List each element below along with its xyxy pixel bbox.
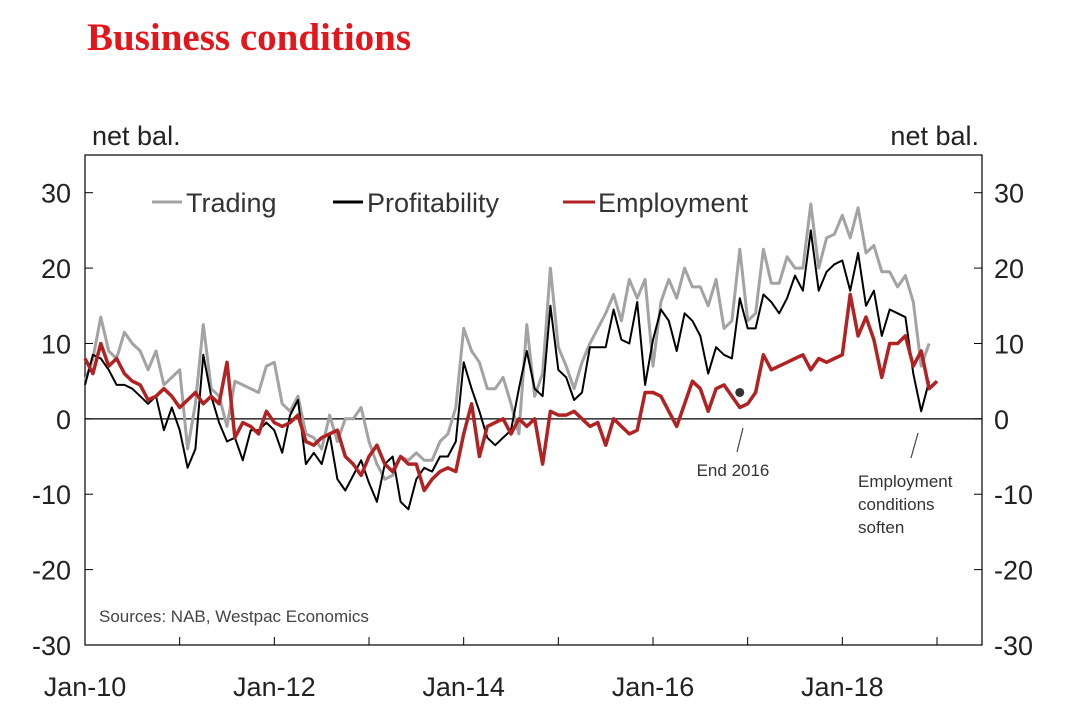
x-tick-label: Jan-12 <box>233 672 316 702</box>
end-2016-leader <box>736 427 744 453</box>
annotation-employment-soften-line: soften <box>858 518 904 537</box>
source-note: Sources: NAB, Westpac Economics <box>99 607 369 626</box>
right-axis-unit-label: net bal. <box>890 121 979 151</box>
y-tick-label-left: -10 <box>32 480 71 510</box>
y-tick-label-left: 30 <box>41 179 71 209</box>
series-line-profitability <box>84 229 931 511</box>
y-tick-label-left: 20 <box>41 254 71 284</box>
legend-entry-trading: Trading <box>152 188 277 218</box>
annotation-end-2016: End 2016 <box>697 461 770 480</box>
legend-label-employment: Employment <box>598 188 749 218</box>
y-tick-label-left: 0 <box>56 405 71 435</box>
legend-entry-employment: Employment <box>563 188 749 218</box>
series-line-employment <box>83 292 939 493</box>
y-tick-label-right: 30 <box>994 179 1024 209</box>
y-tick-label-left: 10 <box>41 329 71 359</box>
y-tick-label-right: 20 <box>994 254 1024 284</box>
y-tick-label-right: -10 <box>994 480 1033 510</box>
y-tick-label-left: -30 <box>32 631 71 661</box>
plot-area: 30 30 20 20 10 10 0 0 -10 -10 -20 -20 -30 -30 Jan-10 Ja… <box>32 154 1033 702</box>
legend-entry-profitability: Profitability <box>333 188 500 218</box>
y-tick-label-right: -20 <box>994 556 1033 586</box>
end-2016-marker <box>735 387 745 397</box>
series-line-trading <box>83 202 931 481</box>
y-tick-label-right: 0 <box>994 405 1009 435</box>
y-tick-label-left: -20 <box>32 556 71 586</box>
legend-label-profitability: Profitability <box>367 188 500 218</box>
y-tick-label-right: 10 <box>994 329 1024 359</box>
plot-frame <box>84 154 983 646</box>
legend-label-trading: Trading <box>186 188 277 218</box>
x-tick-label: Jan-18 <box>801 672 884 702</box>
y-tick-label-right: -30 <box>994 631 1033 661</box>
x-tick-label: Jan-16 <box>612 672 695 702</box>
left-axis-unit-label: net bal. <box>92 121 181 151</box>
chart-title: Business conditions <box>87 16 411 59</box>
annotation-employment-soften-line: conditions <box>858 495 935 514</box>
x-tick-label: Jan-10 <box>44 672 127 702</box>
x-tick-label: Jan-14 <box>422 672 505 702</box>
employment-soften-leader <box>910 432 919 459</box>
annotation-employment-soften-line: Employment <box>858 472 953 491</box>
legend: Trading Profitability Employment <box>152 188 749 218</box>
